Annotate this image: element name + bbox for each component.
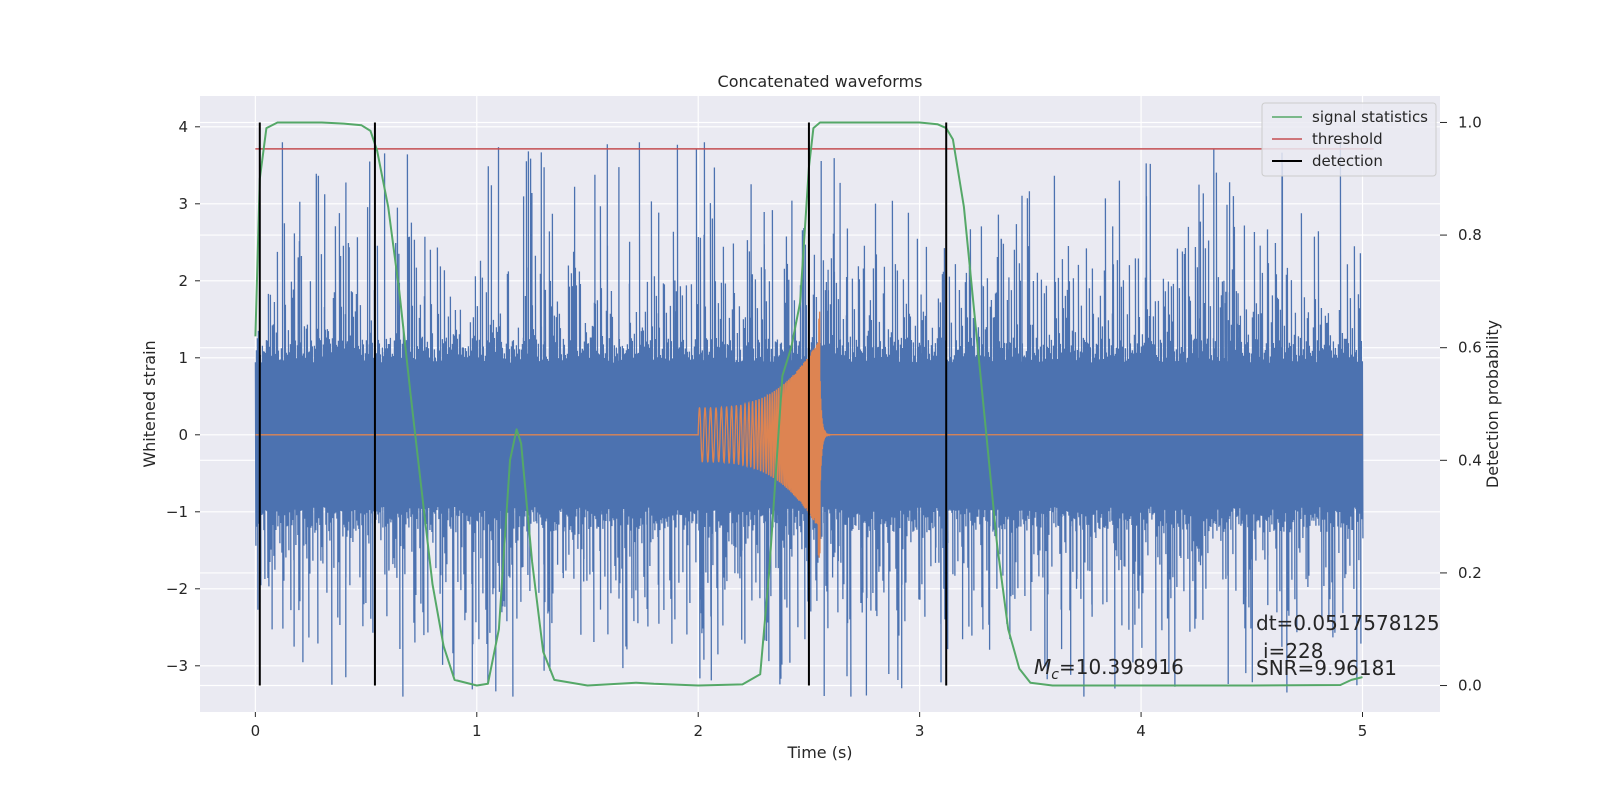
legend-box [1261, 102, 1437, 177]
legend-label-threshold: threshold [1312, 130, 1383, 148]
y2-tick-label: 1.0 [1458, 113, 1482, 131]
legend-label-signal-statistics: signal statistics [1312, 108, 1428, 126]
y-tick-label: 4 [178, 118, 188, 136]
x-axis-label: Time (s) [786, 743, 852, 762]
chart-title: Concatenated waveforms [718, 72, 923, 91]
legend: signal statistics threshold detection [1261, 102, 1437, 177]
y2-tick-label: 0.2 [1458, 564, 1482, 582]
signal-statistics-series [254, 121, 1363, 687]
y2-tick-label: 0.0 [1458, 677, 1482, 695]
annotation-snr: SNR=9.96181 [1256, 656, 1397, 680]
x-tick-label: 5 [1358, 722, 1368, 740]
x-tick-label: 0 [251, 722, 261, 740]
y2-tick-label: 0.6 [1458, 339, 1482, 357]
legend-label-detection: detection [1312, 152, 1383, 170]
x-tick-label: 3 [915, 722, 925, 740]
y-tick-label: 3 [178, 195, 188, 213]
y2-axis-label: Detection probability [1483, 320, 1502, 488]
annotation-chirp-mass: Mc=10.398916 [1034, 655, 1184, 683]
y-tick-label: 2 [178, 272, 188, 290]
x-tick-label: 4 [1136, 722, 1146, 740]
y-tick-label: −3 [166, 657, 188, 675]
y2-tick-label: 0.8 [1458, 226, 1482, 244]
detection-layer [258, 122, 948, 686]
y-tick-label: 1 [178, 349, 188, 367]
axis-layer: 0 1 2 3 4 5 −3 −2 −1 0 1 2 3 4 0.0 0.2 0.4 0.6 0.8 1.0 [166, 113, 1482, 740]
y-tick-label: −1 [166, 503, 188, 521]
annotation-index: i=228 [1263, 639, 1324, 663]
y-tick-label: −2 [166, 580, 188, 598]
x-tick-label: 1 [472, 722, 482, 740]
y-tick-label: 0 [178, 426, 188, 444]
y2-tick-label: 0.4 [1458, 451, 1482, 469]
annotation-dt: dt=0.0517578125 [1256, 611, 1440, 635]
y-axis-label: Whitened strain [140, 340, 159, 467]
signal-statistics-layer [254, 121, 1374, 687]
x-tick-label: 2 [693, 722, 703, 740]
